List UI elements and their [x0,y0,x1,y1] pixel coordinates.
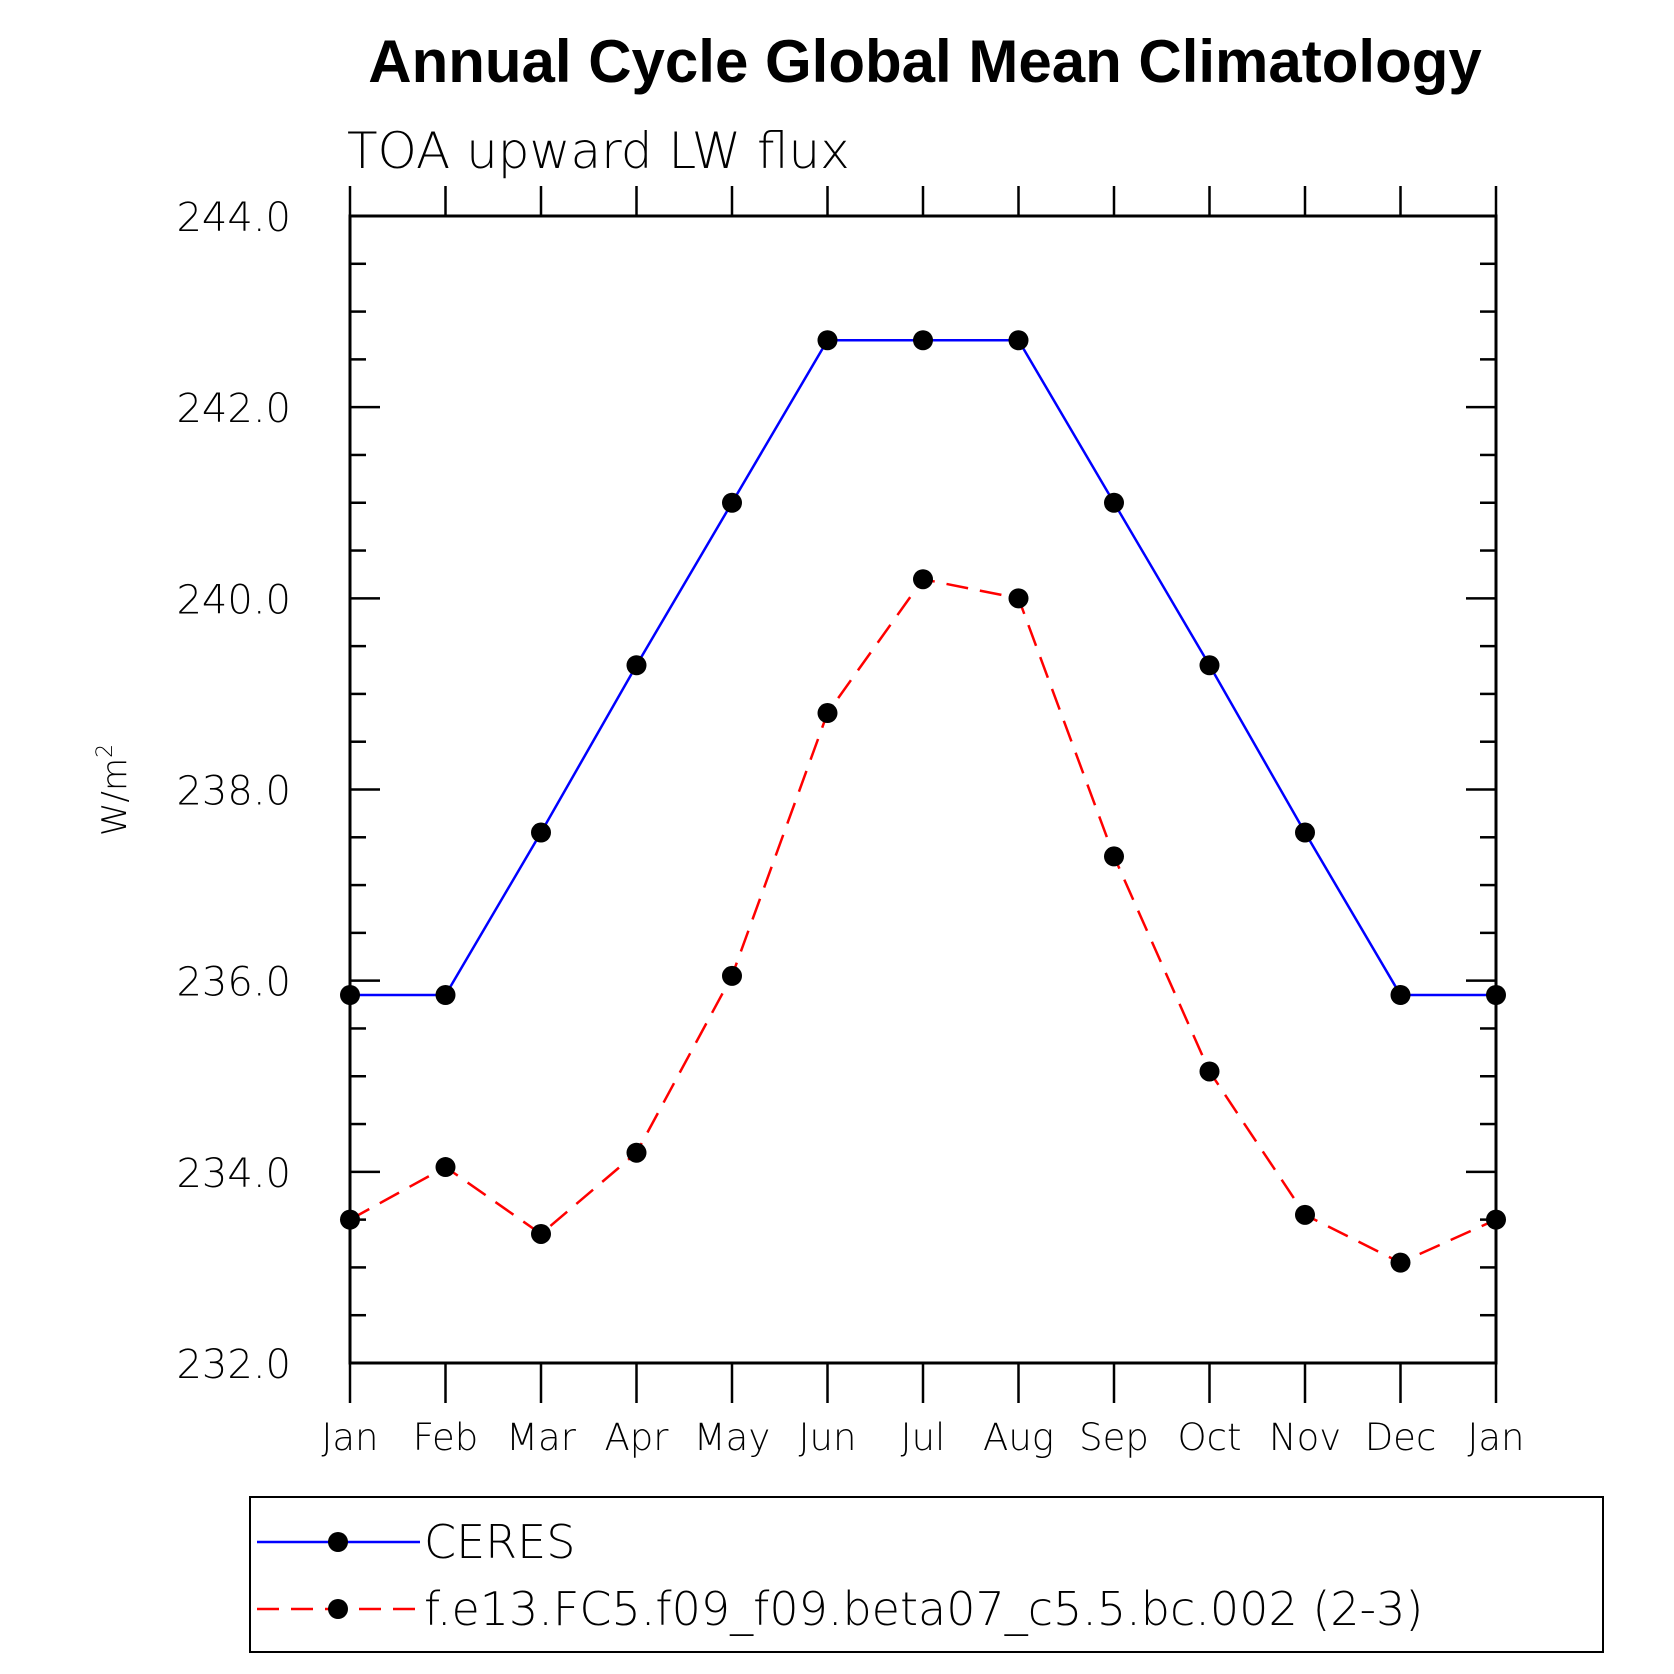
data-point-series-0 [1199,655,1220,676]
data-point-series-1 [1104,846,1124,867]
data-point-series-1 [1295,1204,1315,1225]
data-point-series-1 [1199,1061,1220,1082]
legend-label-0: CERES [424,1515,575,1569]
x-tick-label: Apr [604,1416,669,1459]
x-tick-label: Jan [321,1416,378,1459]
data-point-series-0 [913,330,933,351]
x-tick-label: Aug [983,1416,1054,1459]
y-tick-label: 238.0 [176,769,291,815]
x-tick-label: Nov [1269,1416,1341,1459]
data-point-series-1 [817,703,838,724]
chart-title: Annual Cycle Global Mean Climatology [368,28,1482,95]
series-line-1 [349,577,1497,1265]
x-tick-label: Jun [799,1416,857,1459]
data-point-series-0 [1295,822,1315,843]
y-axis-label: W/m2 [93,744,135,836]
data-point-series-0 [722,492,742,513]
data-point-series-0 [626,655,647,676]
data-point-series-0 [1104,492,1124,513]
x-tick-label: Dec [1365,1416,1437,1459]
y-axis-label-unit: W/m [95,758,135,836]
data-point-series-0 [435,985,456,1006]
y-axis-label-exponent: 2 [93,744,118,758]
legend-marker-0 [328,1532,348,1552]
data-point-series-1 [1390,1252,1411,1273]
x-tick-label: May [694,1416,771,1459]
data-point-series-1 [1008,588,1029,609]
data-point-series-0 [1008,330,1029,351]
data-point-series-1 [626,1142,647,1163]
legend-label-1: f.e13.FC5.f09_f09.beta07_c5.5.bc.002 (2-… [424,1582,1423,1636]
y-tick-label: 236.0 [176,960,291,1006]
plot-frame [348,214,1498,1365]
x-tick-label: Jul [901,1416,946,1459]
data-point-series-0 [1390,985,1411,1006]
y-tick-label: 242.0 [176,386,291,432]
data-point-series-1 [722,965,742,986]
y-tick-label: 234.0 [176,1151,291,1197]
data-point-series-1 [531,1223,551,1244]
x-tick-label: Feb [413,1416,479,1459]
data-point-series-0 [531,822,551,843]
data-point-series-1 [913,569,933,590]
legend-box [249,1496,1604,1653]
y-tick-label: 240.0 [176,577,291,623]
data-point-series-0 [817,330,838,351]
legend-marker-1 [328,1599,348,1619]
data-point-series-1 [435,1157,456,1178]
series-line-0 [350,339,1496,997]
x-tick-label: Jan [1467,1416,1524,1459]
x-tick-label: Mar [506,1416,577,1459]
y-tick-label: 244.0 [176,195,291,241]
x-tick-label: Oct [1178,1416,1242,1459]
y-tick-label: 232.0 [176,1342,291,1388]
x-tick-label: Sep [1079,1416,1149,1459]
chart-subtitle: TOA upward LW flux [347,122,850,180]
